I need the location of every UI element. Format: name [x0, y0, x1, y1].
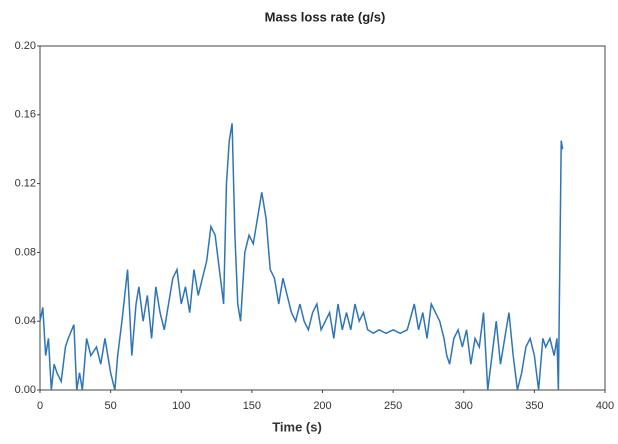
- x-tick-label: 100: [172, 400, 190, 412]
- x-tick-label: 350: [525, 400, 543, 412]
- y-tick-label: 0.00: [15, 384, 36, 396]
- data-line: [39, 123, 564, 391]
- x-tick-label: 400: [596, 400, 614, 412]
- x-tick-label: 200: [313, 400, 331, 412]
- chart-title: Mass loss rate (g/s): [265, 9, 386, 24]
- plot-frame: [39, 45, 606, 391]
- x-tick-label: 50: [105, 400, 117, 412]
- x-tick-label: 150: [243, 400, 261, 412]
- y-tick-label: 0.12: [15, 178, 36, 190]
- x-tick-label: 0: [37, 400, 43, 412]
- x-tick-label: 300: [455, 400, 473, 412]
- x-tick-label: 250: [384, 400, 402, 412]
- y-tick-label: 0.20: [15, 40, 36, 52]
- x-axis-label: Time (s): [272, 419, 322, 434]
- y-tick-label: 0.04: [15, 315, 36, 327]
- y-tick-label: 0.16: [15, 109, 36, 121]
- y-tick-label: 0.08: [15, 246, 36, 258]
